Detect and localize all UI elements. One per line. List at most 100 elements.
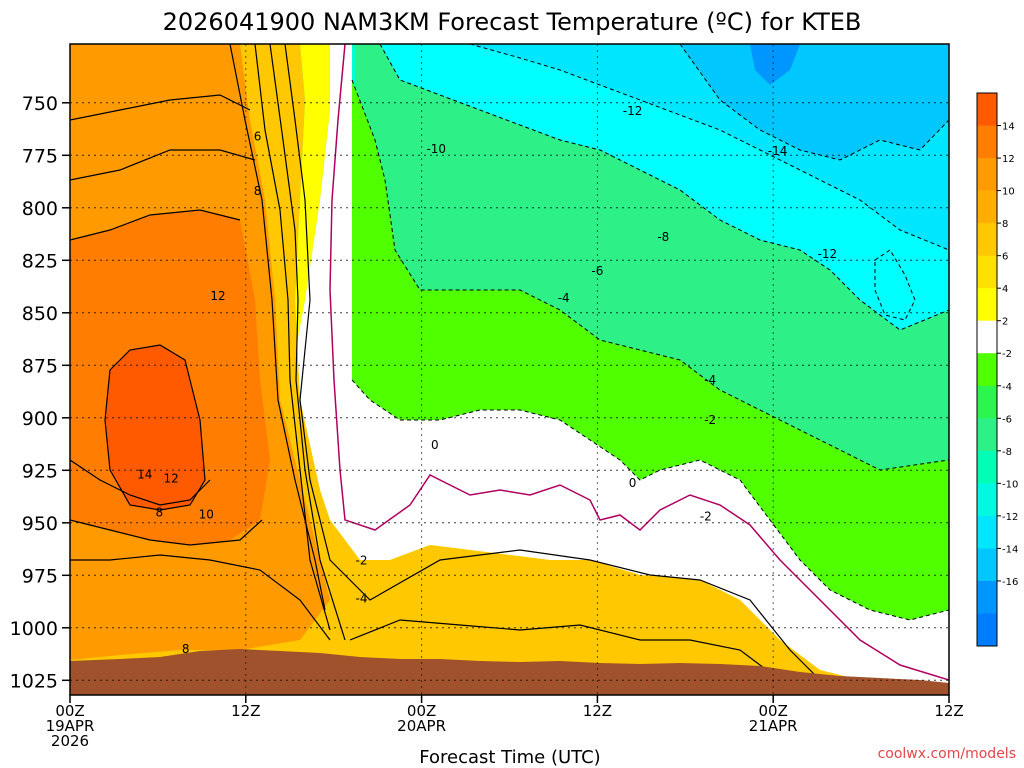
colorbar-swatch [977, 483, 997, 517]
contour-label: -2 [700, 510, 712, 524]
colorbar-label: 14 [1002, 122, 1015, 133]
colorbar-label: -6 [1002, 414, 1012, 425]
contour-line [70, 519, 263, 546]
contour-label: 8 [156, 505, 164, 519]
contour-line [104, 344, 206, 511]
contour-label: 10 [199, 507, 214, 521]
y-tick-label: 800 [22, 198, 58, 220]
x-tick-label: 20APR [397, 717, 446, 735]
band-surface-pocket [655, 632, 745, 672]
x-tick-label: 00Z [55, 702, 84, 720]
y-tick-label: 875 [22, 355, 58, 377]
colorbar-swatch [977, 353, 997, 387]
x-tick-label: 00Z [759, 702, 788, 720]
colorbar-swatch [977, 548, 997, 582]
x-axis-label: Forecast Time (UTC) [419, 747, 600, 768]
x-tick-label: 2026 [51, 732, 89, 750]
contour-line [351, 379, 949, 621]
colorbar-label: 12 [1002, 154, 1015, 165]
band-cold-deepblue [750, 44, 800, 85]
contour-line [269, 44, 346, 641]
contour-line [229, 44, 326, 611]
x-tick-label: 00Z [407, 702, 436, 720]
contour-label: 0 [431, 438, 439, 452]
contour-label: -6 [591, 264, 603, 278]
colorbar-swatch [977, 288, 997, 322]
y-tick-label: 975 [22, 565, 58, 587]
band-green-mid [355, 44, 949, 500]
colorbar-label: -12 [1002, 512, 1018, 523]
colorbar-swatch [977, 613, 997, 647]
colorbar-swatch [977, 158, 997, 192]
y-tick-label: 775 [22, 145, 58, 167]
contour-line [70, 554, 331, 641]
y-tick-label: 925 [22, 460, 58, 482]
y-tick-label: 750 [22, 93, 58, 115]
colorbar-label: 10 [1002, 187, 1015, 198]
contour-line [70, 209, 241, 241]
band-green-bright [352, 80, 949, 620]
contour-label: 12 [210, 289, 225, 303]
contour-label: -8 [657, 230, 669, 244]
contour-label: -10 [426, 142, 446, 156]
contours-warm [70, 44, 831, 691]
contour-label: 14 [137, 468, 152, 482]
colorbar-swatch [977, 125, 997, 159]
colorbar-label: -4 [1002, 382, 1012, 393]
colorbar-swatch [977, 190, 997, 224]
colorbar-swatch [977, 450, 997, 484]
band-zero [290, 44, 949, 695]
colorbar-label: 8 [1002, 219, 1008, 230]
x-tick-label: 12Z [231, 702, 260, 720]
contour-line [874, 249, 916, 321]
colorbar: 14 12 10 8 6 4 2 -2 -4 -6 -8 -10 -12 -14 -16 [976, 92, 1018, 647]
contour-line [284, 44, 831, 691]
chart-title: 2026041900 NAM3KM Forecast Temperature (… [163, 8, 862, 36]
colorbar-label: -8 [1002, 447, 1012, 458]
colorbar-label: 6 [1002, 252, 1008, 263]
y-tick-label: 825 [22, 250, 58, 272]
contour-label: 12 [163, 472, 178, 486]
credit-text: coolwx.com/models [878, 746, 1016, 762]
contour-line [70, 149, 256, 181]
colorbar-frame [976, 92, 998, 647]
band-cold-blue [680, 44, 949, 160]
y-tick-label: 900 [22, 408, 58, 430]
colorbar-label: -2 [1002, 349, 1012, 360]
y-tick-label: 850 [22, 303, 58, 325]
contour-line [469, 44, 949, 251]
contour-label: -2 [704, 413, 716, 427]
plot-frame [69, 43, 950, 696]
y-tick-label: 950 [22, 513, 58, 535]
colorbar-swatch [977, 93, 997, 127]
contour-label: 8 [182, 642, 190, 656]
colorbar-label: -10 [1002, 479, 1018, 490]
colorbar-label: -16 [1002, 577, 1018, 588]
contours-zero [329, 44, 949, 681]
contour-label: -12 [818, 247, 838, 261]
contour-line [70, 94, 251, 121]
contour-line [349, 619, 781, 681]
contour-label: -4 [558, 291, 570, 305]
x-tick-label: 21APR [749, 717, 798, 735]
contour-line [329, 44, 949, 681]
contour-labels: 6 8 12 14 12 8 10 8 -10 -12 -14 -8 -12 -6 -4 -4 -2 0 0 -2 -2… [137, 104, 837, 656]
colorbar-swatch [977, 320, 997, 354]
colorbar-swatch [977, 418, 997, 452]
band-red-orange [105, 345, 205, 510]
contour-label: -12 [623, 104, 643, 118]
y-tick-label: 1000 [10, 618, 58, 640]
contour-label: -14 [768, 144, 788, 158]
colorbar-label: 2 [1002, 317, 1008, 328]
terrain [70, 649, 949, 695]
plot-area [70, 44, 949, 695]
x-tick-label: 12Z [934, 702, 963, 720]
contour-label: 0 [629, 476, 637, 490]
colorbar-swatch [977, 385, 997, 419]
contour-line [70, 459, 211, 506]
y-tick-label: 1025 [10, 670, 58, 692]
colorbar-swatch [977, 255, 997, 289]
contour-line [254, 44, 331, 631]
